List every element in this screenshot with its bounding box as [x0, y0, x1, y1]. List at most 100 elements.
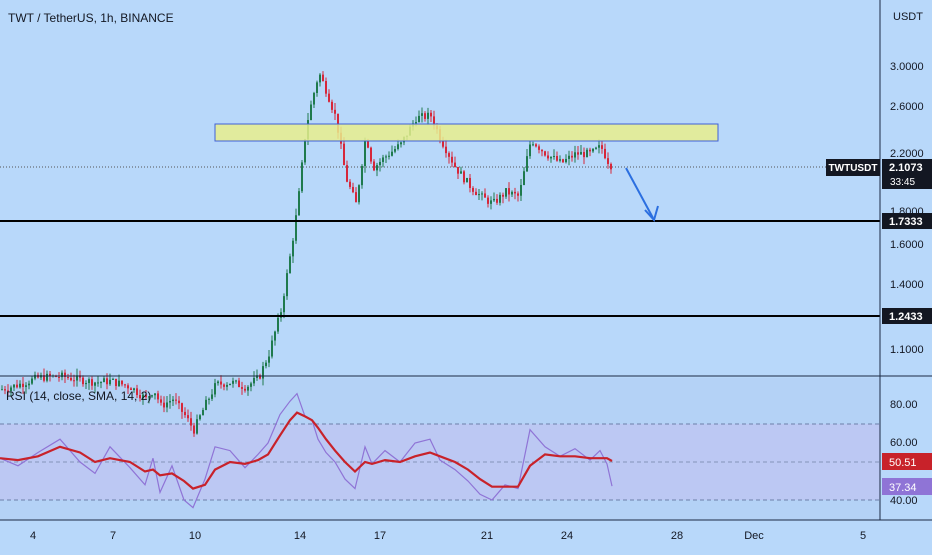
time-axis: 4 7 10 14 17 21 24 28 Dec 5 [30, 530, 866, 542]
candle-body [370, 147, 372, 162]
candle-body [166, 402, 168, 408]
candle-body [154, 393, 156, 396]
candle-body [217, 381, 219, 384]
candle-body [70, 377, 72, 381]
candle-body [331, 101, 333, 110]
candle-body [238, 380, 240, 388]
candle-body [157, 393, 159, 400]
candle-body [262, 366, 264, 379]
candle-body [388, 155, 390, 157]
candle-body [349, 181, 351, 187]
candle-body [295, 215, 297, 241]
candle-body [421, 113, 423, 116]
rsi-band-fill [0, 424, 880, 500]
time-tick-label: 5 [860, 530, 866, 542]
candle-body [343, 143, 345, 166]
rsi-ma-badge-value: 50.51 [889, 457, 917, 469]
candle-body [283, 296, 285, 313]
candle-body [454, 162, 456, 167]
candle-body [298, 191, 300, 216]
candle-body [559, 159, 561, 161]
candle-body [313, 92, 315, 105]
candle-body [415, 122, 417, 124]
candle-body [379, 161, 381, 166]
candle-body [496, 198, 498, 203]
candle-body [205, 399, 207, 410]
candle-body [100, 382, 102, 384]
candle-body [7, 390, 9, 392]
candle-body [97, 382, 99, 384]
candle-body [214, 383, 216, 395]
candle-body [34, 374, 36, 379]
candle-body [499, 194, 501, 203]
time-tick-label: 28 [671, 530, 683, 542]
candle-body [169, 401, 171, 403]
candle-body [103, 378, 105, 383]
candle-body [571, 155, 573, 158]
candle-body [553, 155, 555, 157]
price-tick-label: 3.0000 [890, 61, 924, 73]
candle-body [229, 383, 231, 385]
candle-body [550, 156, 552, 159]
time-tick-label: 24 [561, 530, 573, 542]
candle-body [601, 145, 603, 149]
forecast-arrow-shaft[interactable] [625, 167, 654, 219]
candle-body [13, 384, 15, 388]
candle-body [121, 380, 123, 385]
candle-body [562, 159, 564, 163]
candle-body [133, 388, 135, 391]
candle-body [475, 191, 477, 196]
symbol-badge [826, 159, 880, 176]
candle-body [193, 425, 195, 434]
candle-body [442, 140, 444, 147]
rsi-title: RSI (14, close, SMA, 14, 2) [6, 389, 151, 403]
candle-body [130, 388, 132, 391]
candle-body [532, 144, 534, 146]
candle-body [253, 377, 255, 384]
candle-body [265, 362, 267, 367]
candle-body [358, 185, 360, 203]
candle-body [589, 149, 591, 152]
candle-body [22, 383, 24, 387]
candle-body [361, 166, 363, 186]
candle-body [514, 191, 516, 194]
candle-body [223, 384, 225, 387]
candle-body [61, 372, 63, 378]
candle-body [226, 384, 228, 387]
candle-body [109, 379, 111, 385]
candle-body [247, 386, 249, 391]
level-value-lower: 1.2433 [889, 311, 923, 323]
rsi-lines-group [0, 392, 613, 509]
rsi-tick-label: 80.00 [890, 399, 918, 411]
candle-body [181, 403, 183, 412]
candle-body [310, 104, 312, 121]
candle-body [16, 384, 18, 388]
candle-body [112, 378, 114, 380]
bar-countdown: 33:45 [890, 177, 915, 188]
candle-body [352, 186, 354, 193]
candle-body [460, 171, 462, 174]
candle-body [607, 158, 609, 164]
candle-body [376, 165, 378, 171]
candle-body [208, 398, 210, 400]
candle-body [328, 93, 330, 102]
candle-body [106, 378, 108, 385]
candle-body [49, 373, 51, 377]
candle-body [4, 389, 6, 391]
candle-body [541, 149, 543, 152]
candle-body [145, 394, 147, 398]
candle-body [382, 157, 384, 162]
rsi-badge [882, 478, 932, 495]
rsi-badge-value: 37.34 [889, 482, 917, 494]
last-price-value: 2.1073 [889, 162, 923, 174]
candle-body [175, 399, 177, 401]
candle-body [259, 375, 261, 379]
resistance-zone[interactable] [214, 123, 719, 142]
candles-group [1, 71, 612, 437]
time-tick-label: 10 [189, 530, 201, 542]
candle-body [316, 82, 318, 93]
level-badge-lower [882, 308, 932, 324]
candle-body [427, 112, 429, 119]
candle-body [505, 188, 507, 197]
